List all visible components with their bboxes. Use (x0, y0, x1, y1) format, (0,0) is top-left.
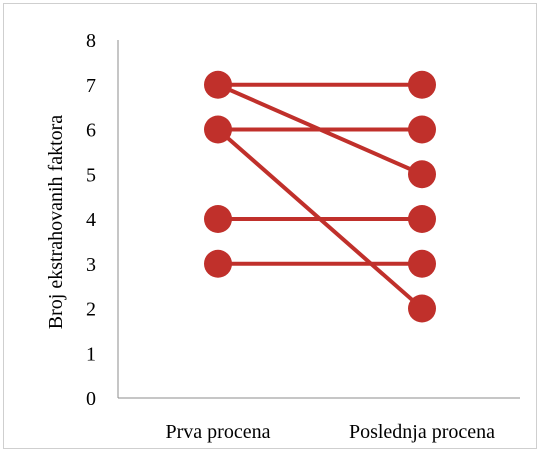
y-tick-label: 8 (86, 30, 96, 52)
y-tick-label: 0 (86, 388, 96, 410)
y-tick-label: 7 (86, 75, 96, 97)
data-point (204, 249, 232, 278)
chart-frame (3, 3, 537, 449)
data-point (408, 294, 436, 323)
y-tick-label: 4 (86, 209, 96, 231)
data-point (204, 205, 232, 233)
y-axis-label: Broj ekstrahovanih faktora (45, 115, 67, 329)
y-tick-label: 3 (86, 254, 96, 276)
data-point (408, 70, 436, 99)
y-tick-labels: 0 1 2 3 4 5 6 7 8 (86, 30, 96, 410)
data-point (408, 115, 436, 144)
x-tick-label: Poslednja procena (349, 421, 495, 443)
y-tick-label: 2 (86, 299, 96, 321)
data-point (408, 160, 436, 189)
y-tick-label: 6 (86, 120, 96, 142)
data-point (204, 115, 232, 144)
data-point (408, 249, 436, 278)
series-points (204, 70, 436, 323)
axes (117, 40, 520, 399)
data-point (204, 70, 232, 99)
y-tick-label: 5 (86, 164, 96, 186)
y-tick-label: 1 (86, 343, 96, 365)
data-point (408, 205, 436, 233)
series-lines (216, 82, 424, 311)
x-tick-label: Prva procena (166, 421, 271, 443)
x-tick-labels: Prva procena Poslednja procena (166, 421, 496, 443)
